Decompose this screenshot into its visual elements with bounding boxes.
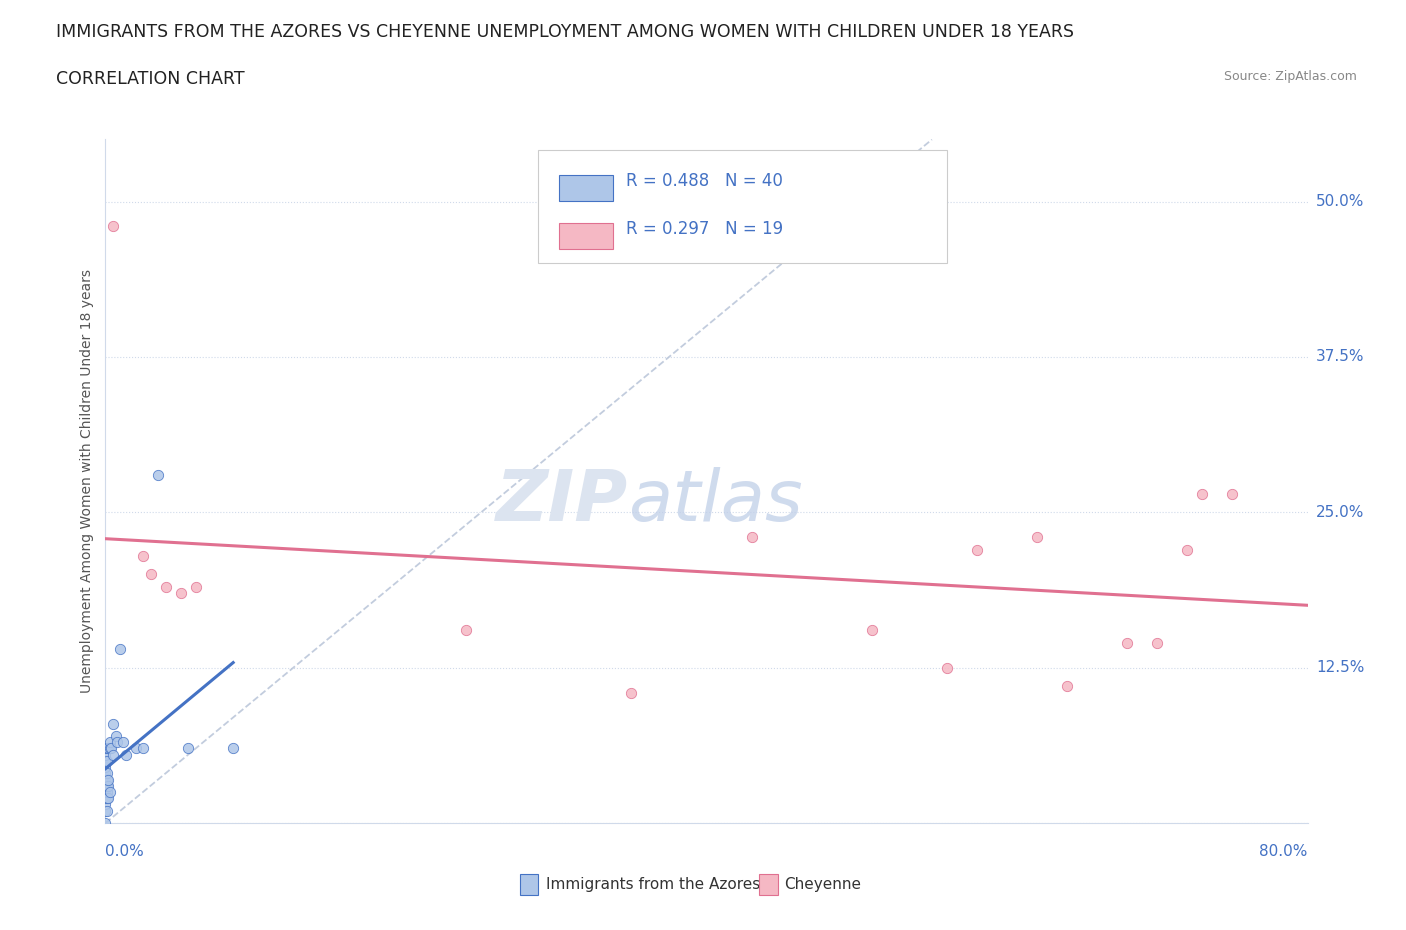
Point: [94, 748, 117, 763]
Point: [94, 753, 117, 768]
Point: [94, 760, 117, 775]
Point: [1146, 635, 1168, 650]
Point: [146, 468, 169, 483]
Point: [96, 753, 118, 768]
Point: [98, 741, 121, 756]
Point: [98, 735, 121, 750]
Text: 25.0%: 25.0%: [1316, 505, 1364, 520]
Point: [94, 772, 117, 787]
Point: [139, 567, 162, 582]
Point: [96, 785, 118, 800]
Text: Source: ZipAtlas.com: Source: ZipAtlas.com: [1223, 70, 1357, 83]
Point: [96, 741, 118, 756]
Point: [155, 579, 177, 594]
Text: 12.5%: 12.5%: [1316, 660, 1364, 675]
Point: [184, 579, 207, 594]
Text: Immigrants from the Azores: Immigrants from the Azores: [546, 877, 759, 892]
Point: [124, 741, 146, 756]
Point: [132, 549, 155, 564]
Point: [936, 660, 959, 675]
Bar: [558, 222, 613, 248]
Text: ZIP: ZIP: [496, 467, 628, 537]
Point: [1191, 486, 1213, 501]
Point: [94, 804, 117, 818]
Text: 80.0%: 80.0%: [1260, 844, 1308, 858]
Point: [1175, 542, 1198, 557]
Point: [132, 741, 155, 756]
Text: R = 0.488   N = 40: R = 0.488 N = 40: [626, 172, 783, 190]
Point: [96, 778, 118, 793]
Point: [101, 716, 124, 731]
Point: [98, 785, 121, 800]
Point: [1026, 530, 1049, 545]
Point: [966, 542, 988, 557]
Y-axis label: Unemployment Among Women with Children Under 18 years: Unemployment Among Women with Children U…: [80, 270, 94, 693]
Text: R = 0.297   N = 19: R = 0.297 N = 19: [626, 220, 783, 238]
Point: [112, 735, 135, 750]
Point: [620, 685, 643, 700]
Point: [741, 530, 763, 545]
Point: [96, 772, 118, 787]
Text: IMMIGRANTS FROM THE AZORES VS CHEYENNE UNEMPLOYMENT AMONG WOMEN WITH CHILDREN UN: IMMIGRANTS FROM THE AZORES VS CHEYENNE U…: [56, 23, 1074, 41]
Point: [1222, 486, 1244, 501]
Bar: [558, 175, 613, 201]
Point: [104, 728, 127, 743]
Point: [97, 741, 120, 756]
Text: atlas: atlas: [628, 467, 803, 537]
Point: [97, 772, 120, 787]
Point: [94, 785, 117, 800]
FancyBboxPatch shape: [538, 150, 948, 262]
Point: [94, 790, 117, 805]
Point: [94, 816, 117, 830]
Point: [454, 623, 477, 638]
Point: [1056, 679, 1078, 694]
Point: [96, 790, 118, 805]
Text: 50.0%: 50.0%: [1316, 194, 1364, 209]
Point: [101, 219, 124, 234]
Text: Cheyenne: Cheyenne: [785, 877, 862, 892]
Point: [860, 623, 883, 638]
Point: [94, 741, 117, 756]
Text: 37.5%: 37.5%: [1316, 350, 1364, 365]
Point: [107, 735, 129, 750]
Point: [96, 766, 118, 781]
Point: [94, 778, 117, 793]
Point: [169, 586, 191, 601]
Point: [222, 741, 245, 756]
Point: [1116, 635, 1139, 650]
Point: [100, 741, 122, 756]
Point: [97, 790, 120, 805]
Point: [177, 741, 200, 756]
Text: 0.0%: 0.0%: [105, 844, 145, 858]
Point: [110, 642, 132, 657]
Point: [96, 804, 118, 818]
Point: [94, 797, 117, 812]
Point: [101, 748, 124, 763]
Point: [94, 766, 117, 781]
Text: CORRELATION CHART: CORRELATION CHART: [56, 70, 245, 87]
Point: [97, 778, 120, 793]
Point: [115, 748, 138, 763]
